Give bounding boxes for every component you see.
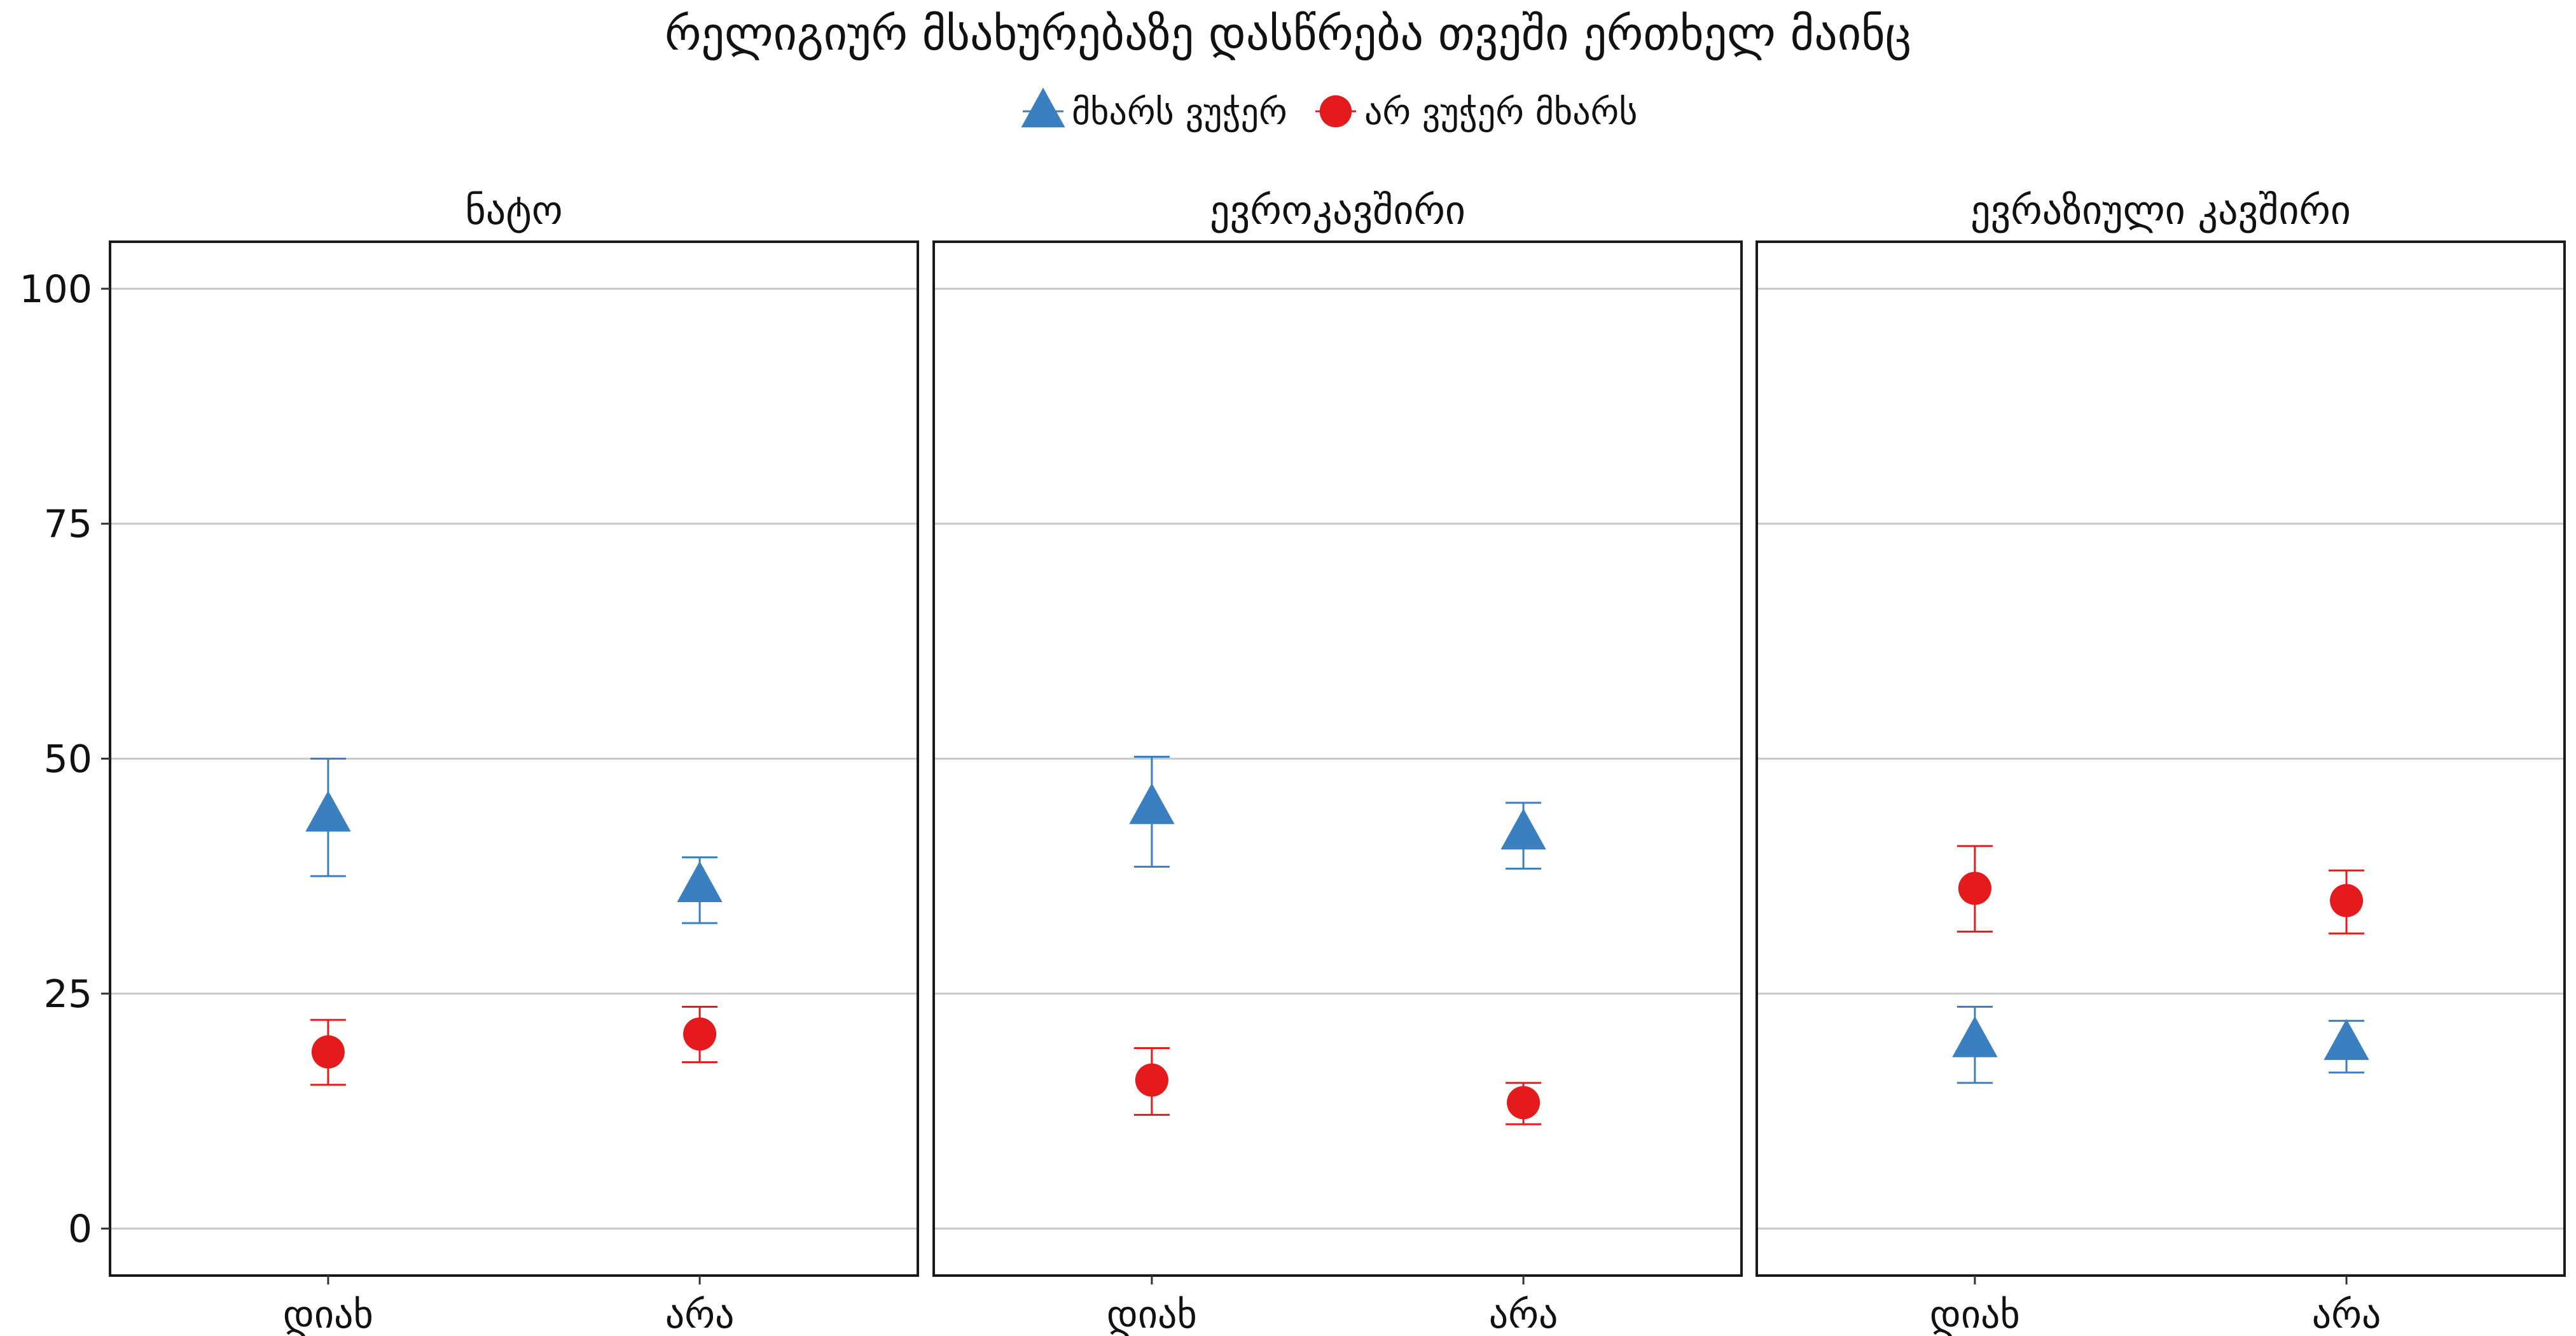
- panel-border: [1755, 240, 2566, 1277]
- legend-label: მხარს ვუჭერ: [1072, 92, 1287, 133]
- data-point: [677, 856, 723, 924]
- data-point: [1129, 756, 1175, 868]
- point-marker-circle-icon: [1507, 1086, 1541, 1120]
- data-point: [682, 1006, 718, 1064]
- y-tick-label: 0: [68, 1207, 92, 1251]
- x-tick-label: დიახ: [1930, 1293, 2020, 1336]
- point-marker-circle-icon: [1958, 872, 1991, 905]
- data-point: [1956, 845, 1993, 933]
- point-marker-triangle-icon: [1500, 808, 1546, 850]
- data-point: [2323, 1019, 2369, 1074]
- panel-title: ნატო: [465, 187, 562, 233]
- panel-2: ევრაზიული კავშირი დიახ არა: [1755, 187, 2566, 1336]
- chart-title: რელიგიურ მსახურებაზე დასწრება თვეში ერთხ…: [665, 7, 1911, 60]
- y-tick-label: 50: [44, 737, 92, 782]
- point-marker-circle-icon: [1135, 1063, 1168, 1097]
- y-tick-label: 100: [19, 267, 92, 312]
- point-marker-triangle-icon: [2323, 1019, 2369, 1061]
- panel-1: ევროკავშირი დიახ არა: [932, 187, 1743, 1336]
- data-point: [1506, 1082, 1542, 1125]
- x-tick-label: არა: [2312, 1293, 2381, 1336]
- point-marker-triangle-icon: [1129, 783, 1175, 825]
- panel-border: [932, 240, 1743, 1277]
- legend-marker-circle-icon: [1319, 95, 1352, 128]
- y-tick-label: 25: [44, 972, 92, 1017]
- data-point: [310, 1019, 346, 1086]
- point-marker-circle-icon: [311, 1035, 345, 1069]
- data-point: [1500, 802, 1546, 870]
- data-point: [1952, 1006, 1998, 1084]
- x-tick-label: არა: [1489, 1293, 1558, 1336]
- panel-0: ნატო დიახ არა: [109, 187, 919, 1336]
- point-marker-circle-icon: [2330, 884, 2364, 917]
- x-tick-label: დიახ: [1107, 1293, 1197, 1336]
- y-axis: 0 25 50 75 100: [19, 267, 110, 1251]
- point-marker-circle-icon: [683, 1017, 717, 1051]
- legend-key-1: [1315, 95, 1356, 128]
- panel-title: ევრაზიული კავშირი: [1970, 187, 2351, 233]
- y-tick-label: 75: [44, 502, 92, 546]
- point-marker-triangle-icon: [677, 861, 723, 902]
- point-marker-triangle-icon: [1952, 1016, 1998, 1057]
- data-point: [1133, 1047, 1170, 1116]
- legend-label: არ ვუჭერ მხარს: [1364, 92, 1638, 133]
- panel-title: ევროკავშირი: [1210, 187, 1465, 233]
- data-point: [2329, 869, 2365, 935]
- point-marker-triangle-icon: [305, 790, 351, 832]
- x-tick-label: დიახ: [283, 1293, 373, 1336]
- legend-marker-triangle-icon: [1021, 87, 1065, 128]
- data-point: [305, 758, 351, 877]
- x-tick-label: არა: [665, 1293, 735, 1336]
- legend: მხარს ვუჭერ არ ვუჭერ მხარს: [1021, 87, 1638, 133]
- legend-key-0: [1021, 87, 1065, 128]
